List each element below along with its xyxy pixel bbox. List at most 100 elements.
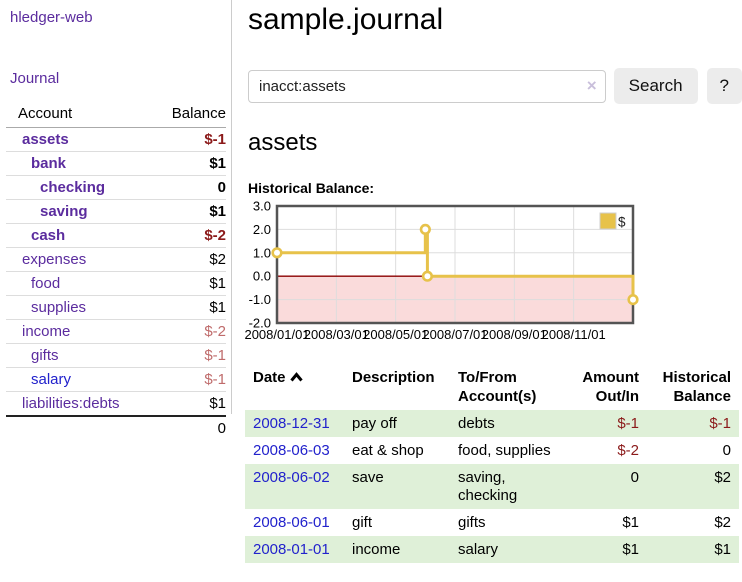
transaction-date-link[interactable]: 2008-06-01 [253,514,330,531]
account-row: assets $-1 [6,127,226,152]
transaction-accounts-cell: food, supplies [458,442,551,459]
account-balance: 0 [154,175,226,200]
account-link[interactable]: gifts [31,347,59,364]
y-tick-label: 0.0 [253,269,271,284]
app-brand-link[interactable]: hledger-web [10,9,93,26]
transaction-date-cell: 2008-12-31 [245,410,344,437]
clear-search-icon[interactable]: × [586,75,597,95]
transaction-row: 2008-01-01 income salary $1 $1 [245,536,739,563]
data-point-marker [271,247,283,259]
account-cell: bank [6,151,155,176]
transaction-accounts-cell: saving, checking [458,469,518,504]
transaction-balance-cell: $2 [714,514,731,531]
column-header-balance: Historical Balance [662,369,731,405]
account-link[interactable]: cash [31,227,66,244]
sidebar-item-journal[interactable]: Journal [10,70,60,87]
account-row: salary $-1 [6,367,226,392]
transaction-accounts-cell: debts [458,415,495,432]
account-balance: $2 [154,247,226,272]
transaction-date-link[interactable]: 2008-06-03 [253,442,330,459]
transaction-row: 2008-06-03 eat & shop food, supplies $-2 0 [245,437,739,464]
transaction-amount-cell: $-2 [617,442,639,459]
account-cell: salary [6,367,155,392]
transaction-amount-cell: $-1 [617,415,639,432]
accounts-total-row: 0 [6,415,226,440]
account-balance: $-1 [154,127,226,152]
account-link[interactable]: assets [22,131,69,148]
account-link[interactable]: food [31,275,61,292]
transaction-balance-cell: $-1 [709,415,731,432]
transaction-row: 2008-06-02 save saving, checking 0 $2 [245,464,739,509]
search-button[interactable]: Search [613,68,698,104]
transaction-accounts-cell: salary [458,541,499,558]
column-header-amount: Amount Out/In [582,369,639,405]
account-row: expenses $2 [6,247,226,272]
transaction-description-cell: eat & shop [352,442,424,459]
transaction-date-link[interactable]: 2008-12-31 [253,415,330,432]
account-cell: saving [6,199,155,224]
y-tick-label: -2.0 [249,316,271,331]
account-cell: gifts [6,343,155,368]
account-balance: $-2 [154,223,226,248]
x-tick-label: 2008/07/01 [422,327,487,342]
y-tick-label: 3.0 [253,199,271,214]
data-point-marker [421,270,434,282]
transaction-date-cell: 2008-01-01 [245,536,344,563]
account-cell: checking [6,175,155,200]
transaction-row: 2008-06-01 gift gifts $1 $2 [245,509,739,536]
account-balance: $1 [154,295,226,320]
column-header-tofrom: To/From Account(s) [458,369,537,405]
transaction-row: 2008-12-31 pay off debts $-1 $-1 [245,410,739,437]
account-row: liabilities:debts $1 [6,391,226,416]
account-link[interactable]: expenses [22,251,87,268]
account-row: saving $1 [6,199,226,224]
chart-title: Historical Balance: [248,180,375,196]
account-cell: supplies [6,295,155,320]
account-link[interactable]: income [22,323,71,340]
x-tick-label: 2008/03/01 [304,327,369,342]
y-tick-label: 2.0 [253,222,271,237]
account-row: supplies $1 [6,295,226,320]
transaction-amount-cell: 0 [630,469,639,486]
account-rows: assets $-1 bank $1 checking 0 saving $1 cash $-2 e… [6,127,226,416]
data-point-marker [419,223,431,235]
help-button[interactable]: ? [706,68,742,104]
account-balance: $-1 [154,343,226,368]
x-tick-label: 2008/09/01 [482,327,547,342]
account-row: cash $-2 [6,223,226,248]
x-tick-label: 2008/05/01 [363,327,428,342]
plot-border [275,204,635,325]
transaction-description-cell: gift [352,514,373,531]
y-tick-label: 1.0 [253,245,271,260]
account-link[interactable]: checking [40,179,106,196]
account-row: gifts $-1 [6,343,226,368]
transaction-balance-cell: $2 [714,469,731,486]
column-header-date[interactable]: Date [245,364,344,410]
accounts-table-header: Account Balance [6,99,226,128]
transaction-balance-cell: 0 [722,442,731,459]
transaction-description-cell: save [352,469,384,486]
transaction-date-link[interactable]: 2008-06-02 [253,469,330,486]
transaction-balance-cell: $1 [714,541,731,558]
account-link[interactable]: liabilities:debts [22,395,120,412]
search-input[interactable] [248,69,606,103]
transaction-date-cell: 2008-06-02 [245,464,344,509]
account-link[interactable]: supplies [31,299,87,316]
transaction-date-link[interactable]: 2008-01-01 [253,541,330,558]
register-header-row: Date Description To/From Account(s) Amou… [245,364,739,410]
register-table: Date Description To/From Account(s) Amou… [245,364,739,563]
account-link[interactable]: salary [31,371,72,388]
transaction-amount-cell: $1 [622,514,639,531]
column-header-description: Description [352,369,435,386]
account-cell: expenses [6,247,155,272]
account-link[interactable]: saving [40,203,88,220]
account-balance: $1 [154,391,226,416]
account-row: bank $1 [6,151,226,176]
balance-column-header: Balance [154,99,226,128]
x-tick-label: 2008/01/01 [244,327,309,342]
accounts-total-balance: 0 [154,415,226,440]
account-link[interactable]: bank [31,155,67,172]
page-title: sample.journal [248,3,444,36]
account-cell: income [6,319,155,344]
main-content: sample.journal × Search ? assets Histori… [244,0,742,563]
